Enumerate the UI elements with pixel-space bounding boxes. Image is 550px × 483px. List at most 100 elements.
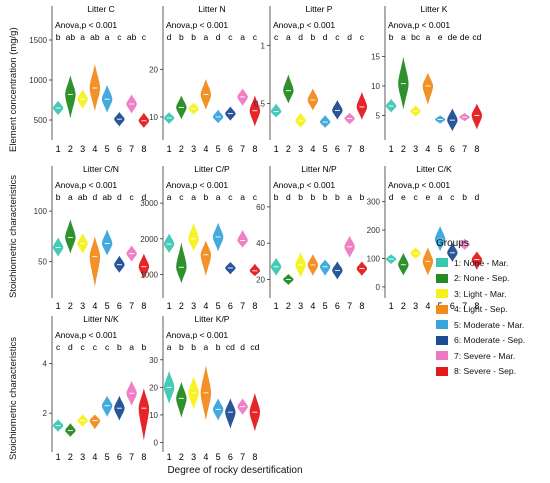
significance-letter: b [216, 342, 221, 352]
y-tick-label: 20 [256, 275, 265, 284]
violin-group-2 [65, 423, 76, 437]
y-tick-label: 1000 [140, 270, 158, 279]
significance-letter: c [81, 342, 86, 352]
legend-item: 3: Light - Mar. [436, 286, 548, 302]
panel-title: Litter K/P [195, 314, 230, 324]
anova-label: Anova,p < 0.001 [166, 180, 228, 190]
violin-group-4 [89, 236, 101, 287]
significance-letter: e [426, 192, 431, 202]
x-tick-label: 2 [179, 452, 184, 462]
x-tick-label: 5 [216, 301, 221, 311]
x-tick-label: 2 [401, 301, 406, 311]
y-tick-label: 10 [149, 113, 158, 122]
x-tick-label: 3 [80, 144, 85, 154]
panel-title: Litter K [421, 4, 448, 14]
violin-group-4 [422, 72, 434, 105]
y-tick-label: 2 [43, 409, 48, 418]
significance-letter: d [323, 32, 328, 42]
violin-group-8 [138, 388, 150, 441]
violin-group-8 [356, 91, 368, 120]
significance-letter: c [93, 342, 98, 352]
x-tick-label: 6 [117, 452, 122, 462]
y-tick-label: 0 [154, 438, 159, 447]
x-tick-label: 4 [92, 144, 97, 154]
legend-label: 6: Moderate - Sep. [454, 335, 526, 346]
x-tick-label: 4 [310, 144, 315, 154]
x-tick-label: 5 [105, 144, 110, 154]
x-tick-label: 1 [274, 144, 279, 154]
panel-litter-c: Litter C Anova,p < 0.001 500 1000 1500 b 1 ab 2 a… [29, 4, 150, 154]
row-label-elements: Element concentration (mg/g) [8, 27, 19, 152]
x-tick-label: 4 [310, 301, 315, 311]
y-tick-label: 20 [149, 383, 158, 392]
x-tick-label: 2 [68, 452, 73, 462]
significance-letter: b [191, 342, 196, 352]
x-tick-label: 2 [401, 144, 406, 154]
x-tick-label: 3 [298, 144, 303, 154]
significance-letter: ab [127, 32, 137, 42]
violin-group-7 [237, 229, 248, 248]
legend-swatch [436, 273, 448, 283]
x-tick-label: 3 [298, 301, 303, 311]
significance-letter: c [253, 192, 258, 202]
y-tick-label: 60 [256, 203, 265, 212]
x-tick-label: 8 [141, 144, 146, 154]
y-tick-label: 50 [38, 258, 47, 267]
x-tick-label: 3 [413, 144, 418, 154]
legend-item: 8: Severe - Sep. [436, 364, 548, 380]
violin-group-2 [176, 381, 187, 418]
significance-letter: ab [102, 192, 112, 202]
panel-title: Litter P [306, 4, 333, 14]
legend-swatch [436, 320, 448, 330]
panel-litter-n: Litter N Anova,p < 0.001 10 20 d 1 b 2 b 3 a 4 d 5 c 6 a… [149, 4, 261, 154]
significance-letter: b [323, 192, 328, 202]
x-tick-label: 6 [117, 144, 122, 154]
panel-title: Litter C/N [83, 164, 119, 174]
y-tick-label: 40 [256, 239, 265, 248]
y-tick-label: 30 [149, 356, 158, 365]
x-tick-label: 6 [117, 301, 122, 311]
legend-label: 1: None - Mar. [454, 257, 509, 268]
y-tick-label: 10 [371, 82, 380, 91]
x-tick-label: 2 [179, 144, 184, 154]
x-tick-label: 6 [450, 301, 455, 311]
y-tick-label: 0 [376, 283, 381, 292]
x-tick-label: 8 [252, 452, 257, 462]
y-tick-label: 200 [367, 226, 381, 235]
violin-group-4 [307, 88, 319, 111]
legend-label: 7: Severe - Mar. [454, 350, 516, 361]
x-tick-label: 6 [335, 144, 340, 154]
significance-letter: e [401, 192, 406, 202]
violin-group-2 [65, 219, 76, 254]
significance-letter: b [360, 192, 365, 202]
anova-label: Anova,p < 0.001 [388, 180, 450, 190]
y-tick-label: 0.5 [254, 99, 266, 108]
x-tick-label: 2 [68, 301, 73, 311]
x-tick-label: 1 [56, 452, 61, 462]
significance-letter: b [462, 192, 467, 202]
significance-letter: b [142, 342, 147, 352]
significance-letter: b [56, 192, 61, 202]
significance-letter: b [191, 32, 196, 42]
x-tick-label: 3 [80, 452, 85, 462]
x-tick-label: 1 [274, 301, 279, 311]
violin-group-6 [332, 99, 343, 120]
significance-letter: b [311, 192, 316, 202]
significance-letter: a [438, 192, 443, 202]
significance-letter: d [93, 192, 98, 202]
row-label-stoich-2: Stoichiometric characteristics [8, 336, 19, 460]
x-tick-label: 5 [105, 301, 110, 311]
significance-letter: d [167, 32, 172, 42]
significance-letter: a [68, 192, 73, 202]
significance-letter: ab [78, 192, 88, 202]
x-tick-label: 3 [191, 452, 196, 462]
significance-letter: c [274, 32, 279, 42]
x-tick-label: 7 [347, 144, 352, 154]
x-tick-label: 5 [438, 144, 443, 154]
significance-letter: c [142, 32, 147, 42]
x-tick-label: 8 [474, 144, 479, 154]
x-tick-label: 7 [129, 144, 134, 154]
